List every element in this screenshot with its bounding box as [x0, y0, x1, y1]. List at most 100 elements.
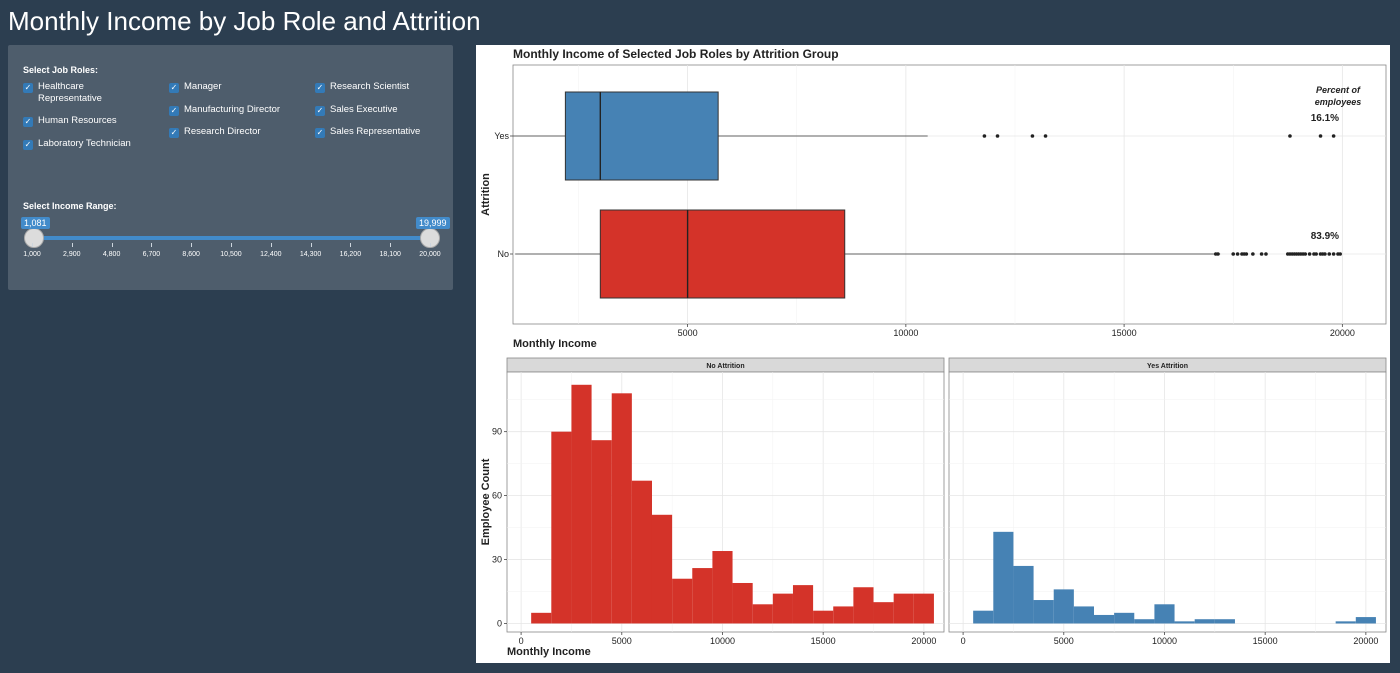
histogram-bar [692, 568, 713, 624]
histogram-bar [712, 551, 733, 624]
histogram-bar [973, 610, 994, 624]
page-title: Monthly Income by Job Role and Attrition [8, 6, 481, 36]
slider-tick-label: 8,600 [182, 251, 200, 258]
checkbox-check-icon[interactable]: ✓ [169, 128, 179, 138]
checkbox-label: Manager [184, 81, 222, 92]
boxplot-outlier [1259, 252, 1264, 256]
histogram-x-tick-label: 20000 [1353, 636, 1378, 646]
histogram-bar [792, 585, 814, 624]
histogram-x-tick-label: 0 [961, 636, 966, 646]
boxplot-x-tick-label: 15000 [1112, 328, 1137, 338]
histogram-bar [672, 578, 693, 624]
histogram-x-tick-label: 10000 [710, 636, 735, 646]
histogram-bar [1134, 619, 1155, 624]
boxplot-outlier [1043, 134, 1048, 138]
slider-tick-mark [191, 243, 193, 247]
histogram-bar [651, 514, 673, 624]
income-slider-max-value: 19,999 [416, 217, 450, 229]
histogram-y-tick-label: 0 [497, 618, 502, 628]
histogram-x-tick-label: 10000 [1152, 636, 1177, 646]
histogram-bar [631, 480, 652, 624]
histogram-bar [1053, 589, 1074, 624]
slider-tick-mark [350, 243, 352, 247]
histogram-bar [1154, 604, 1175, 624]
histogram-bar [833, 606, 854, 624]
income-slider-ticks: 1,000 2,900 4,800 6,700 8,600 10,500 12,400 14,… [22, 241, 441, 261]
histogram-bar [893, 593, 914, 624]
histogram-x-tick-label: 15000 [1253, 636, 1278, 646]
histogram-bar [813, 610, 834, 624]
facet-strip-label: No Attrition [706, 363, 744, 370]
slider-tick-label: 4,800 [102, 251, 121, 258]
boxplot-outlier [1318, 134, 1323, 138]
histogram-bar [1093, 614, 1115, 624]
plots-svg: Monthly Income of Selected Job Roles by … [480, 47, 1387, 658]
histogram-y-tick-label: 30 [492, 555, 502, 565]
histogram-x-tick-label: 15000 [811, 636, 836, 646]
checkbox-label: Sales Representative [330, 126, 421, 137]
slider-tick-label: 20,000 [419, 251, 441, 258]
histogram-y-axis-title: Employee Count [480, 458, 492, 545]
boxplot-outlier [1030, 134, 1035, 138]
boxplot-outlier [995, 134, 1000, 138]
checkbox-job-role[interactable]: ✓ Research Director [169, 126, 261, 138]
checkbox-check-icon[interactable]: ✓ [169, 83, 179, 93]
checkbox-check-icon[interactable]: ✓ [23, 117, 33, 127]
histogram-bar [1194, 619, 1215, 624]
histogram-bar [1335, 621, 1356, 624]
checkbox-job-role[interactable]: ✓ Manager [169, 81, 222, 93]
boxplot-outlier [1338, 252, 1342, 256]
histogram-bar [1214, 619, 1235, 624]
boxplot-x-tick-label: 5000 [678, 328, 698, 338]
boxplot-outlier [1288, 134, 1292, 138]
boxplot-title: Monthly Income of Selected Job Roles by … [513, 47, 839, 61]
checkbox-label: Research Scientist [330, 81, 410, 92]
slider-tick-label: 1,000 [23, 251, 41, 258]
slider-tick-mark [71, 243, 73, 247]
slider-tick-mark [32, 243, 33, 247]
slider-tick-mark [151, 243, 153, 247]
histogram-bar [551, 431, 572, 624]
checkbox-job-role[interactable]: ✓ Research Scientist [315, 81, 409, 93]
boxplot-outlier [1216, 252, 1220, 256]
histogram-bar [591, 440, 612, 624]
checkbox-check-icon[interactable]: ✓ [315, 83, 325, 93]
histogram-bar [1114, 612, 1135, 624]
job-roles-label: Select Job Roles: [23, 65, 99, 75]
histogram-bar [531, 612, 552, 624]
histogram-x-tick-label: 0 [519, 636, 524, 646]
histogram-bar [853, 587, 874, 624]
checkbox-check-icon[interactable]: ✓ [315, 128, 325, 138]
histogram-bar [732, 582, 753, 624]
histogram-bar [752, 604, 773, 624]
checkbox-job-role[interactable]: ✓ Manufacturing Director [169, 104, 280, 116]
checkbox-check-icon[interactable]: ✓ [315, 106, 325, 116]
histogram-bar [1073, 606, 1094, 624]
slider-tick-mark [270, 243, 272, 247]
checkbox-job-role[interactable]: ✓ Human Resources [23, 115, 117, 127]
boxplot-outlier [1235, 252, 1240, 256]
checkbox-check-icon[interactable]: ✓ [23, 83, 33, 93]
income-slider-fill [33, 236, 430, 240]
checkbox-job-role[interactable]: ✓ Sales Representative [315, 126, 420, 138]
checkbox-job-role[interactable]: ✓ Healthcare Representative [23, 81, 133, 105]
checkbox-check-icon[interactable]: ✓ [169, 106, 179, 116]
boxplot-percent-label: 83.9% [1311, 231, 1339, 242]
boxplot-outlier [1331, 252, 1336, 256]
histogram-x-tick-label: 20000 [911, 636, 936, 646]
checkbox-label: Research Director [184, 126, 261, 137]
checkbox-label: Healthcare Representative [38, 81, 102, 104]
histogram-bar [772, 593, 793, 624]
checkbox-job-role[interactable]: ✓ Sales Executive [315, 104, 398, 116]
plot-panel: Monthly Income of Selected Job Roles by … [476, 45, 1390, 663]
checkbox-job-role[interactable]: ✓ Laboratory Technician [23, 138, 131, 150]
boxplot-box [564, 91, 719, 181]
boxplot-outlier [1307, 252, 1312, 256]
checkbox-check-icon[interactable]: ✓ [23, 140, 33, 150]
income-slider-min-value: 1,081 [21, 217, 50, 229]
histogram-bar [611, 393, 632, 624]
histogram-y-tick-label: 90 [492, 427, 502, 437]
income-range-label: Select Income Range: [23, 201, 117, 211]
histogram-x-axis-title: Monthly Income [507, 646, 591, 658]
slider-tick-mark [390, 243, 392, 247]
